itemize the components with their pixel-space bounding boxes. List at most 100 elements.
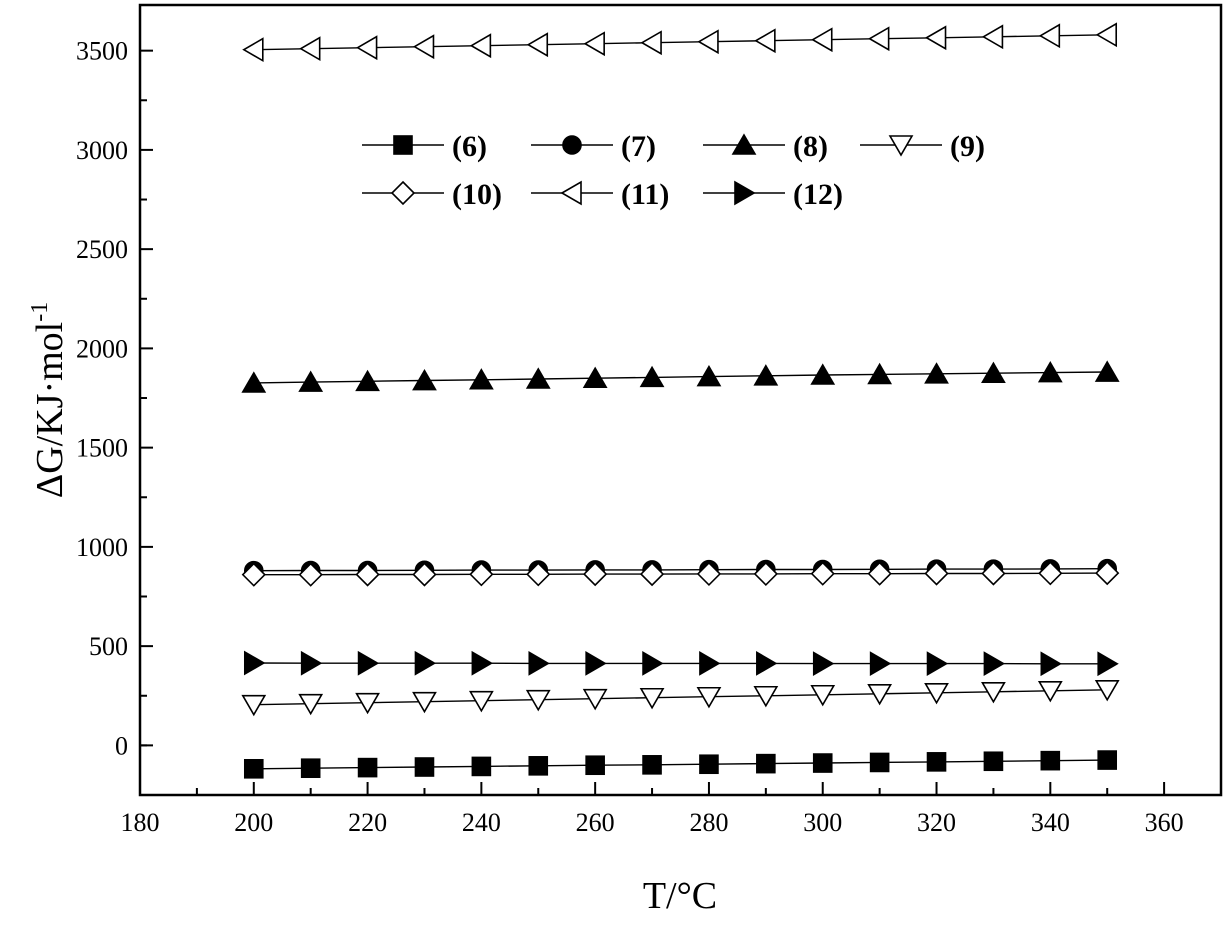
data-point (1037, 361, 1063, 383)
data-point (812, 651, 835, 676)
data-point (697, 29, 719, 55)
legend-marker (560, 180, 582, 206)
x-tick-label: 300 (803, 808, 842, 837)
data-point (357, 757, 378, 778)
data-point (754, 28, 776, 54)
data-point (298, 370, 324, 392)
data-point (355, 369, 380, 392)
series-layer (241, 22, 1120, 779)
data-point (981, 561, 1006, 586)
x-tick-label: 260 (576, 808, 615, 837)
series-line (253, 568, 1108, 572)
x-axis-title: T/°C (643, 875, 717, 917)
series-6 (242, 22, 1118, 63)
series-line (253, 759, 1108, 770)
data-point (756, 651, 778, 676)
y-axis-title-main: ΔG/KJ·mol (29, 322, 71, 498)
data-point (867, 362, 893, 385)
data-point (1097, 651, 1119, 677)
y-tick-label: 0 (115, 731, 128, 760)
axis-ticks: 180 200 220 240 260 280 300 320 340 360 0 500 1000 15… (76, 37, 1184, 837)
data-point (868, 26, 890, 52)
data-point (241, 371, 267, 393)
y-axis-title-superscript: -1 (27, 302, 53, 322)
data-point (810, 684, 836, 707)
data-point (810, 363, 836, 385)
data-point (585, 755, 605, 776)
data-point (412, 562, 437, 587)
legend-label: (6) (452, 130, 487, 163)
legend-marker (562, 135, 582, 155)
data-point (414, 757, 435, 777)
legend-marker (393, 135, 413, 155)
data-point (981, 681, 1006, 704)
data-point (642, 755, 662, 775)
data-point (582, 688, 608, 711)
legend-label: (8) (793, 130, 828, 163)
legend-label: (9) (950, 130, 985, 163)
data-point (926, 651, 949, 676)
data-point (640, 30, 662, 56)
data-point (983, 651, 1006, 676)
legend-label: (10) (452, 178, 502, 211)
series-4 (241, 679, 1120, 717)
legend-item: (12) (703, 178, 843, 211)
data-point (469, 33, 492, 59)
data-point (298, 562, 323, 587)
data-point (355, 35, 378, 61)
data-point (696, 561, 722, 587)
y-tick-label: 3000 (76, 136, 128, 165)
data-point (756, 753, 776, 774)
plot-frame (138, 3, 1223, 797)
data-point (1095, 22, 1118, 48)
series-line (253, 689, 1108, 706)
data-point (300, 650, 323, 676)
y-tick-label: 500 (89, 632, 128, 661)
data-point (299, 36, 321, 62)
legend-marker (888, 135, 914, 157)
x-tick-label: 240 (462, 808, 501, 837)
legend-label: (7) (621, 130, 656, 163)
data-point (412, 691, 437, 714)
data-point (1037, 680, 1063, 703)
x-tick-label: 340 (1031, 808, 1070, 837)
data-point (639, 561, 665, 587)
data-point (526, 562, 551, 587)
data-point (924, 682, 949, 705)
data-point (468, 690, 494, 713)
data-point (924, 561, 949, 586)
data-point (243, 650, 266, 676)
data-point (753, 561, 778, 587)
series-line (253, 662, 1108, 665)
series-line (253, 34, 1108, 51)
data-point (583, 561, 608, 587)
legend-item: (11) (531, 178, 669, 211)
data-point (1095, 560, 1120, 586)
data-point (811, 27, 833, 53)
x-tick-label: 320 (917, 808, 956, 837)
y-tick-label: 1500 (76, 434, 128, 463)
x-tick-label: 220 (348, 808, 387, 837)
data-point (412, 368, 437, 391)
data-point (241, 562, 266, 587)
data-point (298, 693, 324, 716)
data-point (1040, 651, 1062, 677)
data-point (242, 37, 264, 63)
data-point (981, 361, 1006, 384)
data-point (355, 692, 380, 715)
data-point (1038, 23, 1061, 49)
legend-label: (12) (793, 178, 843, 211)
data-point (753, 364, 779, 386)
legend-marker (734, 180, 756, 206)
y-tick-label: 3500 (76, 37, 128, 66)
x-tick-label: 280 (689, 808, 728, 837)
data-point (642, 651, 664, 676)
data-point (812, 753, 833, 773)
data-point (1094, 360, 1120, 382)
legend-item: (9) (860, 130, 985, 163)
data-point (300, 758, 321, 779)
data-point (867, 561, 892, 586)
y-tick-label: 2500 (76, 235, 128, 264)
data-point (869, 752, 890, 773)
data-point (525, 689, 551, 712)
